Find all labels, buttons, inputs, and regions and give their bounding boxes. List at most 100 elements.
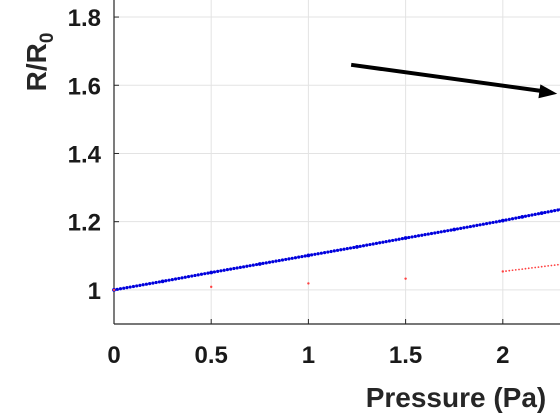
data-point: [310, 253, 314, 257]
y-tick-label: 1.6: [68, 73, 101, 100]
data-point: [505, 270, 507, 272]
data-point: [384, 240, 388, 244]
data-point: [216, 269, 220, 273]
data-point: [533, 212, 537, 217]
data-point: [539, 211, 544, 216]
data-point: [507, 217, 511, 222]
data-point: [112, 288, 116, 292]
data-point: [446, 229, 450, 233]
x-tick-label: 2: [496, 342, 509, 369]
data-point: [508, 269, 511, 272]
data-point: [238, 265, 242, 269]
data-point: [523, 214, 528, 218]
data-point: [229, 267, 233, 271]
data-point: [455, 227, 460, 231]
data-point: [332, 249, 336, 253]
data-point: [511, 269, 514, 272]
annotation-arrow: [350, 62, 558, 99]
data-point: [544, 265, 546, 268]
data-point: [307, 282, 310, 285]
data-point: [257, 262, 262, 266]
data-point: [462, 226, 466, 230]
data-point: [534, 266, 537, 269]
data-point: [407, 235, 411, 240]
data-point: [517, 215, 521, 220]
data-point: [329, 249, 333, 254]
data-point: [342, 247, 346, 251]
data-point: [313, 252, 317, 256]
data-point: [177, 276, 181, 281]
data-point: [290, 256, 294, 260]
data-point: [520, 215, 525, 219]
x-tick-label: 0.5: [195, 342, 228, 369]
data-point: [160, 279, 165, 284]
data-point: [478, 223, 482, 227]
data-point: [546, 210, 550, 214]
data-point: [491, 220, 495, 225]
data-point: [465, 225, 469, 229]
data-point: [277, 258, 281, 263]
data-point: [527, 214, 531, 218]
data-point: [170, 277, 174, 282]
data-point: [199, 272, 204, 276]
axes: [113, 0, 560, 325]
data-point: [316, 252, 320, 256]
data-point: [468, 224, 472, 229]
data-point: [540, 265, 543, 268]
data-point: [556, 208, 560, 212]
data-point: [323, 251, 327, 255]
data-point: [368, 242, 372, 247]
data-point: [497, 219, 502, 223]
grid-lines: [114, 0, 560, 324]
data-point: [521, 268, 524, 270]
data-point: [416, 234, 421, 238]
data-point: [164, 279, 168, 283]
y-tick-label: 1.2: [68, 210, 101, 237]
data-point: [118, 287, 123, 291]
data-point: [524, 267, 527, 270]
data-point: [115, 287, 119, 291]
data-point: [459, 226, 463, 230]
x-tick-label: 0: [107, 342, 120, 369]
data-point: [248, 264, 252, 268]
data-point: [339, 248, 343, 252]
data-point: [371, 242, 375, 246]
data-point: [404, 277, 407, 280]
data-point: [297, 255, 301, 259]
data-point: [232, 266, 236, 271]
data-point: [543, 210, 547, 215]
data-point: [439, 230, 443, 234]
data-point: [210, 285, 213, 289]
data-point: [306, 253, 311, 258]
data-point: [536, 212, 541, 216]
data-point: [514, 216, 518, 220]
y-tick-label: 1: [88, 278, 101, 305]
data-point: [394, 238, 398, 242]
series-1: [112, 207, 560, 292]
data-point: [151, 281, 155, 285]
data-point: [378, 241, 382, 245]
x-tick-label: 1.5: [389, 342, 422, 369]
data-point: [547, 265, 550, 267]
data-point: [326, 250, 330, 254]
data-point: [452, 227, 457, 232]
data-point: [173, 277, 178, 281]
data-point: [300, 254, 304, 259]
data-point: [494, 220, 498, 224]
data-point: [449, 228, 453, 232]
data-point: [436, 230, 440, 234]
data-point: [426, 232, 430, 236]
data-point: [303, 254, 307, 258]
data-point: [549, 209, 554, 213]
data-point: [442, 229, 447, 233]
data-point: [271, 260, 275, 264]
data-point: [504, 218, 508, 222]
data-point: [157, 280, 161, 284]
data-point: [391, 238, 395, 243]
data-point: [144, 282, 148, 286]
data-point: [485, 222, 489, 226]
data-point: [556, 263, 559, 266]
data-point: [361, 244, 366, 248]
x-tick-label: 1: [302, 342, 315, 369]
data-point: [501, 270, 504, 273]
